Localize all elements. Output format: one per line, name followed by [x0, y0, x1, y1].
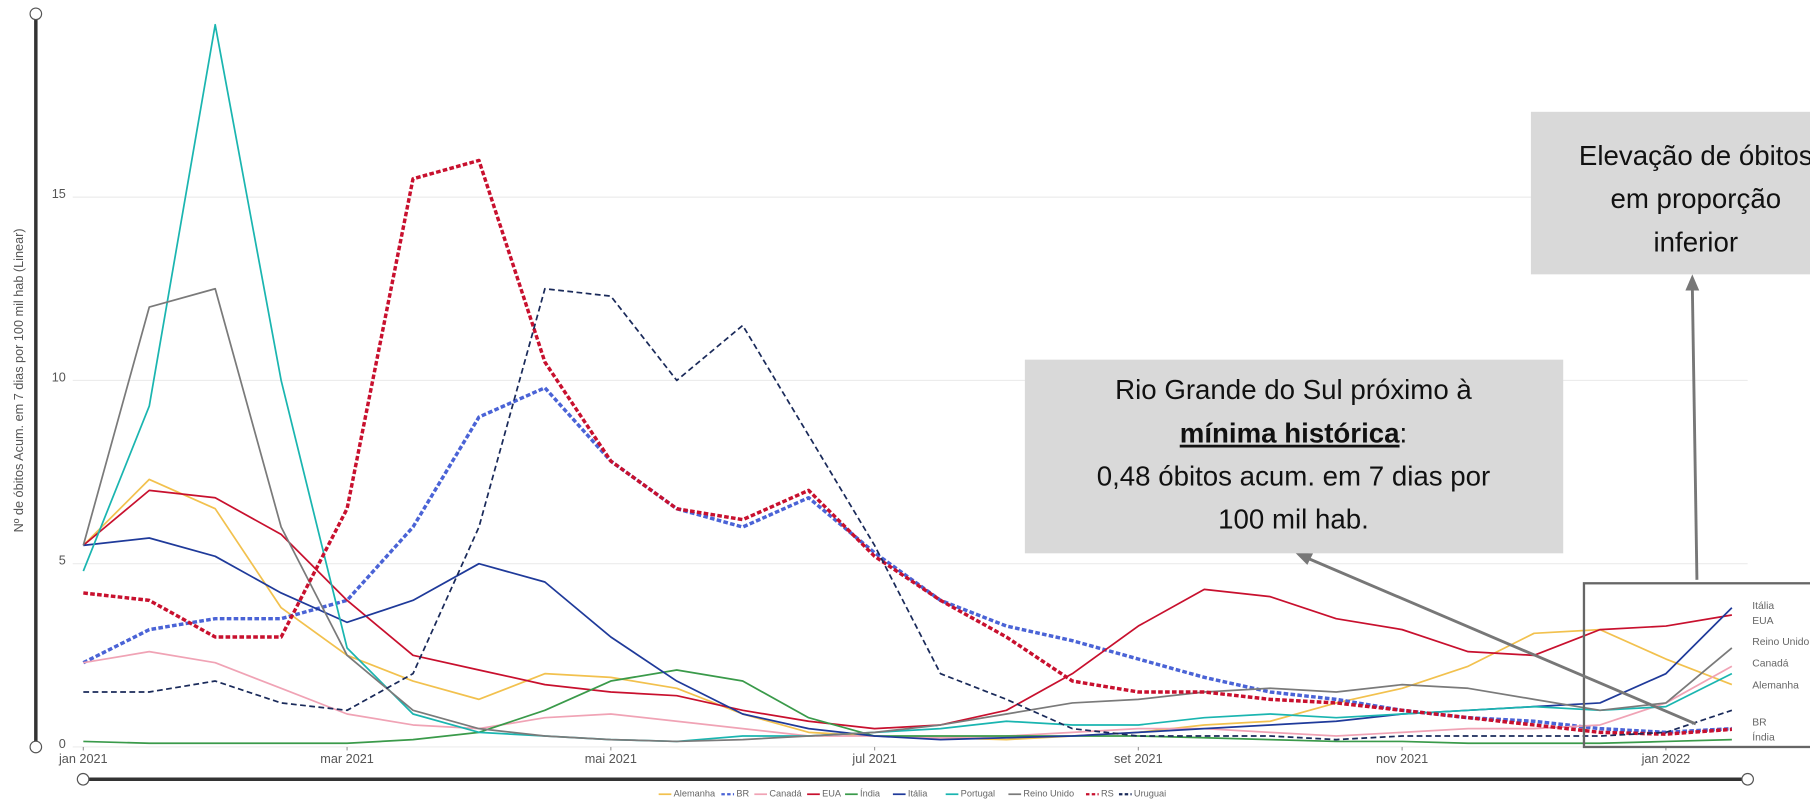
annotation-text: 100 mil hab.: [1218, 503, 1369, 534]
legend-label: RS: [1101, 789, 1114, 799]
annotation-text: inferior: [1654, 227, 1739, 258]
legend-label: Portugal: [961, 789, 995, 799]
x-tick-label: mar 2021: [320, 752, 374, 766]
x-tick-label: mai 2021: [585, 752, 637, 766]
annotation-text: 0,48 óbitos acum. em 7 dias por: [1097, 461, 1491, 492]
legend-label: Índia: [860, 789, 881, 799]
x-tick-label: jul 2021: [851, 752, 896, 766]
annotation-box: [1024, 359, 1564, 554]
annotation-box: [1530, 111, 1810, 275]
annotation-text: mínima histórica:: [1180, 418, 1407, 449]
annotation-emphasis: mínima histórica: [1180, 418, 1400, 449]
end-label: BR: [1752, 718, 1766, 729]
arrow: [1690, 285, 1699, 580]
y-tick-label: 0: [59, 737, 66, 751]
y-tick-label: 10: [52, 370, 66, 384]
end-label: Índia: [1752, 730, 1775, 743]
end-label: Reino Unido: [1752, 637, 1809, 648]
legend-label: Canadá: [769, 789, 802, 799]
legend-label: Reino Unido: [1023, 789, 1074, 799]
end-label: Alemanha: [1752, 681, 1799, 692]
series-line: [83, 158, 1732, 736]
legend-label: Itália: [908, 789, 928, 799]
end-label: EUA: [1752, 616, 1773, 627]
x-tick-label: nov 2021: [1376, 752, 1428, 766]
slider-handle[interactable]: [1741, 772, 1754, 786]
annotation-text: Elevação de óbitos: [1579, 140, 1810, 171]
legend-label: EUA: [822, 789, 842, 799]
x-tick-label: set 2021: [1114, 752, 1163, 766]
series-line: [82, 23, 1733, 743]
annotation-text: em proporção: [1610, 183, 1781, 214]
legend-label: BR: [736, 789, 749, 799]
x-tick-label: jan 2021: [58, 752, 108, 766]
end-label: Itália: [1752, 601, 1774, 612]
x-tick-label: jan 2022: [1641, 752, 1691, 766]
annotation-text: :: [1400, 418, 1408, 449]
annotation-text: Rio Grande do Sul próximo à: [1115, 374, 1472, 405]
arrow-head: [1294, 552, 1314, 565]
slider-handle[interactable]: [29, 740, 43, 754]
legend-label: Uruguai: [1134, 789, 1166, 799]
series-line: [82, 287, 1733, 743]
arrow: [1300, 554, 1697, 726]
legend-label: Alemanha: [674, 789, 716, 799]
series-line: [83, 669, 1732, 745]
y-axis-label: Nº de óbitos Acum. em 7 dias por 100 mil…: [12, 228, 26, 532]
y-tick-label: 5: [59, 554, 66, 568]
highlight-box: [1582, 582, 1810, 749]
series-line: [83, 287, 1733, 741]
slider-handle[interactable]: [76, 772, 90, 786]
slider-handle[interactable]: [29, 7, 43, 21]
arrow-head: [1685, 274, 1700, 291]
end-label: Canadá: [1752, 659, 1789, 670]
series-line: [82, 489, 1733, 730]
series-line: [83, 650, 1733, 739]
y-tick-label: 15: [52, 187, 66, 201]
